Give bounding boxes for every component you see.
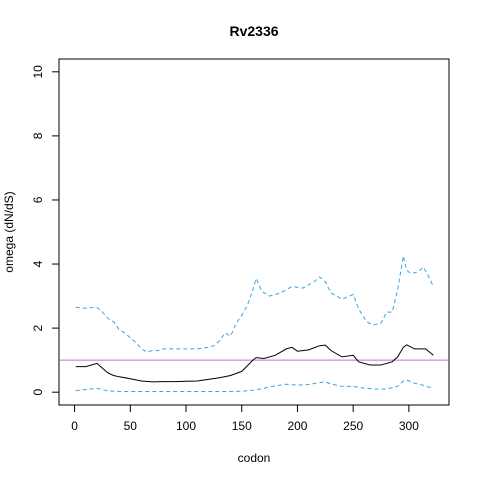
plot-frame: [58, 58, 450, 406]
plot-area: 0 50 100 150 200 250 300 0 2 4 6 8 10: [31, 58, 450, 433]
y-axis-label: omega (dN/dS): [2, 191, 16, 272]
series-line-estimate: [75, 344, 434, 383]
series-line-lower: [75, 379, 434, 392]
x-tick-label: 200: [287, 419, 307, 433]
y-tick-label: 6: [31, 196, 45, 203]
chart-title: Rv2336: [229, 23, 278, 39]
y-tick-label: 2: [31, 324, 45, 331]
series-line-upper: [75, 255, 434, 353]
y-tick-label: 0: [31, 389, 45, 396]
y-tick-label: 10: [31, 65, 45, 79]
x-tick-label: 300: [399, 419, 419, 433]
x-tick-label: 250: [343, 419, 363, 433]
x-tick-label: 150: [232, 419, 252, 433]
x-tick-label: 0: [71, 419, 78, 433]
x-tick-label: 50: [124, 419, 138, 433]
x-tick-label: 100: [176, 419, 196, 433]
y-tick-label: 4: [31, 260, 45, 267]
y-tick-label: 8: [31, 132, 45, 139]
x-axis-label: codon: [238, 451, 271, 465]
